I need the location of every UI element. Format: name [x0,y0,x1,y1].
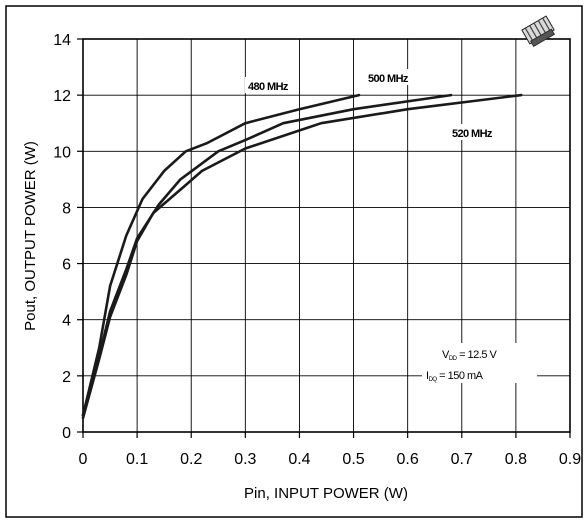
y-tick-label: 4 [62,313,71,330]
x-tick-label: 0.4 [288,451,310,468]
series-label-480: 480 MHz [245,77,299,93]
series-label-520-text: 520 MHz [452,128,493,140]
y-tick-label: 12 [53,88,71,105]
x-tick-label: 0.7 [451,451,473,468]
series-line-520-mhz [81,93,523,420]
condition-idq: IDQ = 150 mA [426,370,484,383]
x-tick-label: 0.1 [126,451,148,468]
x-tick-label: 0.8 [505,451,527,468]
condition-vdd: VDD = 12.5 V [442,349,498,362]
y-tick-label: 6 [62,257,71,274]
y-tick-label: 0 [62,425,71,442]
series-label-500-text: 500 MHz [368,73,409,85]
x-tick-label: 0.9 [559,451,581,468]
y-axis-label: Pout, OUTPUT POWER (W) [22,141,39,331]
x-axis-label: Pin, INPUT POWER (W) [244,485,408,502]
x-tick-label: 0.5 [342,451,364,468]
x-tick-label: 0.2 [180,451,202,468]
series-label-480-text: 480 MHz [248,81,289,93]
y-tick-label: 10 [53,144,71,161]
y-tick-label: 2 [62,369,71,386]
series-lines [81,93,523,420]
x-tick-label: 0.3 [234,451,256,468]
x-tick-label: 0 [79,451,88,468]
conditions-annotation: VDD = 12.5 V IDQ = 150 mA [422,343,537,383]
package-icon [521,15,555,47]
y-tick-label: 8 [62,200,71,217]
x-tick-labels: 0 0.1 0.2 0.3 0.4 0.5 0.6 0.7 0.8 0.9 [79,432,581,468]
series-label-500: 500 MHz [365,69,421,85]
series-line-480-mhz [81,93,361,417]
y-tick-labels: 0 2 4 6 8 10 12 14 [53,32,83,442]
plot-area-border [82,38,571,433]
series-label-520: 520 MHz [448,124,504,140]
y-tick-label: 14 [53,32,71,49]
x-tick-label: 0.6 [397,451,419,468]
